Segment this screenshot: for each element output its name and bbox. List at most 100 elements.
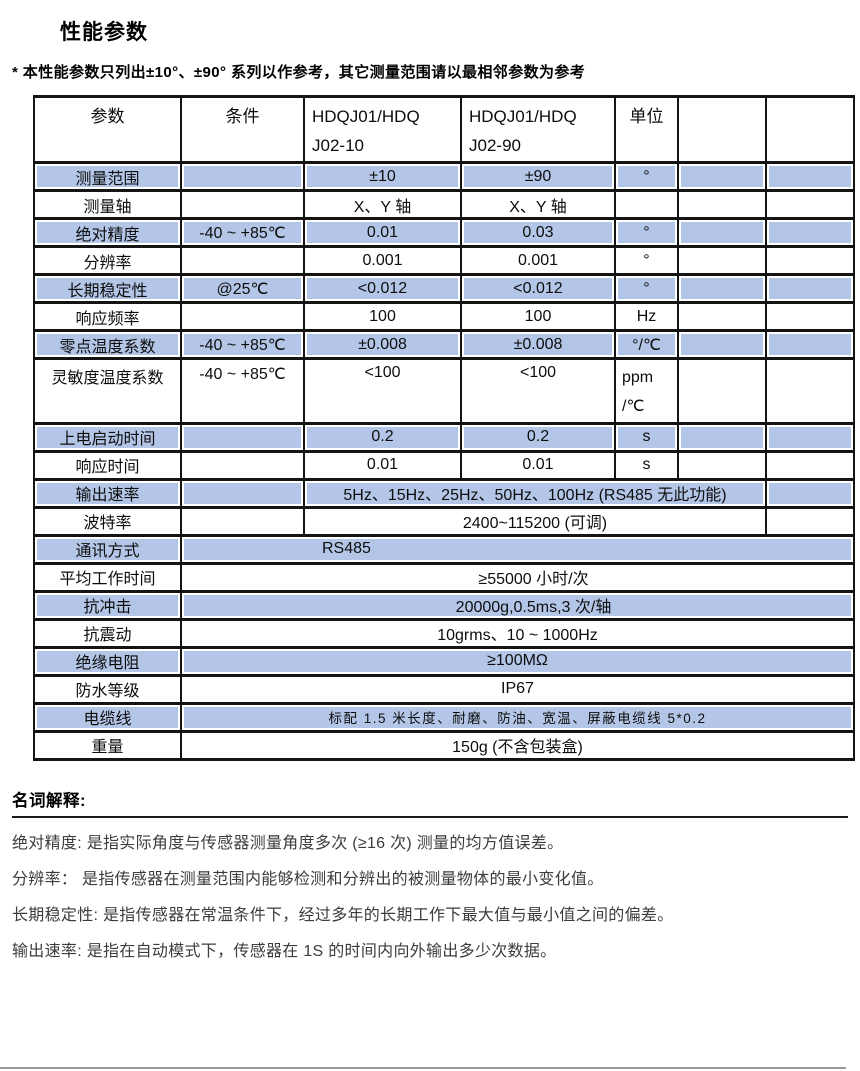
unit-cell: Hz <box>614 301 679 332</box>
value-10-cell: 0.01 <box>303 217 462 248</box>
header-cell-5 <box>677 95 767 164</box>
condition-cell <box>180 505 305 537</box>
param-cell: 零点温度系数 <box>33 329 182 360</box>
param-cell: 绝缘电阻 <box>33 645 182 677</box>
unit-cell <box>614 189 679 220</box>
empty-cell <box>677 301 767 332</box>
value-10-cell: ±0.008 <box>303 329 462 360</box>
glossary-item-absolute-accuracy: 绝对精度: 是指实际角度与传感器测量角度多次 (≥16 次) 测量的均方值误差。 <box>12 834 564 852</box>
value-90-cell: <100 <box>460 357 616 425</box>
table-row: 输出速率 5Hz、15Hz、25Hz、50Hz、100Hz (RS485 无此功能… <box>33 477 855 509</box>
value-10-cell: X、Y 轴 <box>303 189 462 220</box>
empty-cell <box>677 421 767 453</box>
value-10-cell: 100 <box>303 301 462 332</box>
table-row: 响应时间 0.01 0.01 s <box>33 449 855 481</box>
param-cell: 电缆线 <box>33 701 182 733</box>
unit-cell: s <box>614 421 679 453</box>
empty-cell <box>765 357 855 425</box>
unit-cell: ppm /℃ <box>614 357 679 425</box>
empty-cell <box>677 329 767 360</box>
empty-cell <box>765 505 855 537</box>
param-cell: 灵敏度温度系数 <box>33 357 182 425</box>
value-90-cell: X、Y 轴 <box>460 189 616 220</box>
value-10-cell: 0.001 <box>303 245 462 276</box>
page-title: 性能参数 <box>60 21 148 44</box>
condition-cell <box>180 245 305 276</box>
condition-cell <box>180 301 305 332</box>
glossary-item-output-rate: 输出速率: 是指在自动模式下，传感器在 1S 的时间内向外输出多少次数据。 <box>12 942 557 960</box>
glossary-section: 名词解释: 绝对精度: 是指实际角度与传感器测量角度多次 (≥16 次) 测量的… <box>12 787 848 962</box>
param-cell: 响应时间 <box>33 449 182 481</box>
table-row: 响应频率 100 100 Hz <box>33 301 855 332</box>
empty-cell <box>765 217 855 248</box>
param-cell: 绝对精度 <box>33 217 182 248</box>
empty-cell <box>677 357 767 425</box>
empty-cell <box>677 273 767 304</box>
header-cell-1: 条件 <box>180 95 305 164</box>
table-row: 零点温度系数 -40 ~ +85℃ ±0.008 ±0.008 °/℃ <box>33 329 855 360</box>
unit-cell: ° <box>614 273 679 304</box>
table-row: 抗冲击 20000g,0.5ms,3 次/轴 <box>33 589 855 621</box>
empty-cell <box>765 245 855 276</box>
value-10-cell: <0.012 <box>303 273 462 304</box>
empty-cell <box>765 329 855 360</box>
merged-value-cell: RS485 <box>180 533 855 565</box>
header-row: 参数 条件 HDQJ01/HDQ J02-10 HDQJ01/HDQ J02-90 单位 <box>33 95 855 164</box>
table-row: 绝对精度 -40 ~ +85℃ 0.01 0.03 ° <box>33 217 855 248</box>
document-page: 性能参数 * 本性能参数只列出±10°、±90° 系列以作参考，其它测量范围请以… <box>0 16 860 1069</box>
empty-cell <box>765 189 855 220</box>
header-cell-2: HDQJ01/HDQ J02-10 <box>303 95 462 164</box>
glossary-heading: 名词解释: <box>12 787 848 818</box>
merged-value-cell: 5Hz、15Hz、25Hz、50Hz、100Hz (RS485 无此功能) <box>303 477 767 509</box>
table-row: 平均工作时间 ≥55000 小时/次 <box>33 561 855 593</box>
value-90-cell: ±0.008 <box>460 329 616 360</box>
merged-value-cell: 2400~115200 (可调) <box>303 505 767 537</box>
param-cell: 测量轴 <box>33 189 182 220</box>
param-cell: 输出速率 <box>33 477 182 509</box>
merged-value-cell: 150g (不含包装盒) <box>180 729 855 761</box>
unit-cell: °/℃ <box>614 329 679 360</box>
condition-cell: -40 ~ +85℃ <box>180 357 305 425</box>
merged-value-cell: 20000g,0.5ms,3 次/轴 <box>180 589 855 621</box>
table-row: 防水等级 IP67 <box>33 673 855 705</box>
spec-table: 参数 条件 HDQJ01/HDQ J02-10 HDQJ01/HDQ J02-90 单位… <box>33 95 855 761</box>
param-cell: 上电启动时间 <box>33 421 182 453</box>
page-note: * 本性能参数只列出±10°、±90° 系列以作参考，其它测量范围请以最相邻参数… <box>12 64 586 81</box>
empty-cell <box>765 301 855 332</box>
value-90-cell: ±90 <box>460 161 616 192</box>
param-cell: 平均工作时间 <box>33 561 182 593</box>
table-row: 灵敏度温度系数 -40 ~ +85℃ <100 <100 ppm /℃ <box>33 357 855 425</box>
unit-cell: ° <box>614 217 679 248</box>
empty-cell <box>765 477 855 509</box>
condition-cell <box>180 161 305 192</box>
table-row: 测量轴 X、Y 轴 X、Y 轴 <box>33 189 855 220</box>
empty-cell <box>677 217 767 248</box>
condition-cell <box>180 189 305 220</box>
param-cell: 分辨率 <box>33 245 182 276</box>
value-10-cell: ±10 <box>303 161 462 192</box>
unit-cell: ° <box>614 161 679 192</box>
header-cell-4: 单位 <box>614 95 679 164</box>
empty-cell <box>677 449 767 481</box>
merged-value-cell: IP67 <box>180 673 855 705</box>
param-cell: 防水等级 <box>33 673 182 705</box>
value-90-cell: 0.2 <box>460 421 616 453</box>
page-bottom-rule <box>0 1067 846 1069</box>
condition-cell <box>180 421 305 453</box>
merged-value-cell: 10grms、10 ~ 1000Hz <box>180 617 855 649</box>
table-row: 长期稳定性 @25℃ <0.012 <0.012 ° <box>33 273 855 304</box>
empty-cell <box>677 161 767 192</box>
table-row: 通讯方式 RS485 <box>33 533 855 565</box>
param-cell: 测量范围 <box>33 161 182 192</box>
value-90-cell: 0.01 <box>460 449 616 481</box>
param-cell: 通讯方式 <box>33 533 182 565</box>
value-90-cell: 0.001 <box>460 245 616 276</box>
empty-cell <box>765 449 855 481</box>
param-cell: 抗冲击 <box>33 589 182 621</box>
param-cell: 响应频率 <box>33 301 182 332</box>
unit-cell: ° <box>614 245 679 276</box>
condition-cell <box>180 449 305 481</box>
spec-table-header: 参数 条件 HDQJ01/HDQ J02-10 HDQJ01/HDQ J02-90 单位 <box>33 95 855 164</box>
merged-value-cell: ≥100MΩ <box>180 645 855 677</box>
empty-cell <box>765 273 855 304</box>
